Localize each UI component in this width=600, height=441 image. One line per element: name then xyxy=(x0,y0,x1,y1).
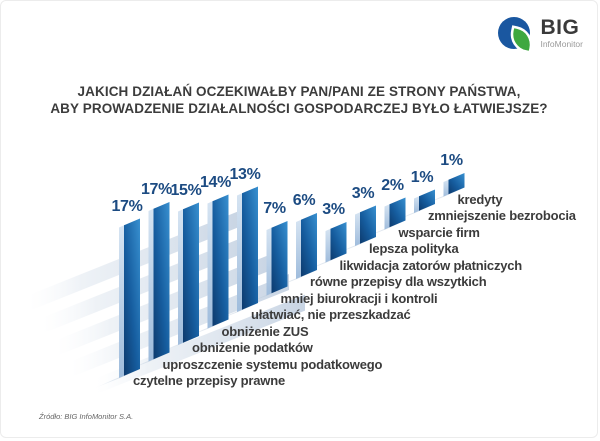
bar-category-label: mniej biurokracji i kontroli xyxy=(280,290,438,306)
bar-value-label: 13% xyxy=(229,165,261,183)
bar-value-label: 17% xyxy=(140,181,173,198)
bar-category-label: czytelne przepisy prawne xyxy=(133,373,285,388)
bar-edge-face xyxy=(355,211,361,246)
bar-category-label: obniżenie podatków xyxy=(192,340,313,355)
logo-text: BIG InfoMonitor xyxy=(540,17,583,49)
bar-value-label: 7% xyxy=(263,200,286,217)
big-infomonitor-logo: BIG InfoMonitor xyxy=(498,17,583,53)
bar-face xyxy=(301,213,317,277)
bar-edge-face xyxy=(266,227,273,296)
bar-face xyxy=(360,205,376,244)
shadow-band xyxy=(96,294,305,395)
bar-value-label: 15% xyxy=(170,181,202,199)
bar-value-label: 1% xyxy=(440,152,463,169)
bar-face xyxy=(419,189,435,211)
chart-title-line-2: ABY PROWADZENIE DZIAŁALNOŚCI GOSPODARCZE… xyxy=(50,101,548,116)
bar-edge-face xyxy=(178,208,184,345)
logo-name: BIG xyxy=(540,16,580,39)
bar-edge-face xyxy=(296,219,302,279)
bar-value-label: 14% xyxy=(199,173,232,191)
bar-category-label: kredyty xyxy=(457,191,503,207)
bars-layer xyxy=(119,173,465,378)
bar-face xyxy=(242,186,258,310)
bar-edge-face xyxy=(119,224,125,378)
bar-edge-face xyxy=(414,195,420,213)
bar-value-label: 2% xyxy=(381,176,404,194)
bar-face xyxy=(389,197,406,228)
bar-value-label: 3% xyxy=(351,184,375,202)
chart-title-line-1: JAKICH DZIAŁAŃ OCZEKIWAŁBY PAN/PANI ZE S… xyxy=(77,84,521,99)
bar-face xyxy=(330,222,347,261)
bar-value-label: 6% xyxy=(292,192,316,209)
bar-face xyxy=(183,202,199,343)
bar-category-label: likwidacja zatorów płatniczych xyxy=(339,257,523,273)
bar-edge-face xyxy=(325,228,332,263)
bar-face xyxy=(271,221,288,294)
bar-value-label: 1% xyxy=(410,168,434,186)
bar-face xyxy=(153,202,170,360)
bar-value-label: 3% xyxy=(322,201,345,218)
bar-category-label: obniżenie ZUS xyxy=(221,323,309,339)
logo-mark-icon xyxy=(498,17,534,53)
chart-title: JAKICH DZIAŁAŃ OCZEKIWAŁBY PAN/PANI ZE S… xyxy=(1,83,597,117)
source-note: Źródło: BIG InfoMonitor S.A. xyxy=(39,412,134,421)
bar-face xyxy=(124,218,140,376)
bar-category-label: wsparcie firm xyxy=(398,224,480,240)
bar-category-label: równe przepisy dla wszytkich xyxy=(310,274,487,289)
bar-category-label: zmniejszenie bezrobocia xyxy=(428,208,576,223)
bar-edge-face xyxy=(148,208,155,362)
bar-category-label: lepsza polityka xyxy=(369,241,459,256)
logo-subtitle: InfoMonitor xyxy=(540,39,583,49)
bar-face xyxy=(448,173,465,195)
bar-edge-face xyxy=(237,192,243,312)
bar-category-label: ułatwiać, nie przeszkadzać xyxy=(251,307,411,322)
bar-value-label: 17% xyxy=(111,197,143,215)
bar-face xyxy=(212,194,229,327)
bar-edge-face xyxy=(207,200,214,329)
bar-edge-face xyxy=(443,179,450,197)
bar-category-label: uproszczenie systemu podatkowego xyxy=(162,356,383,372)
bar-edge-face xyxy=(384,203,391,230)
